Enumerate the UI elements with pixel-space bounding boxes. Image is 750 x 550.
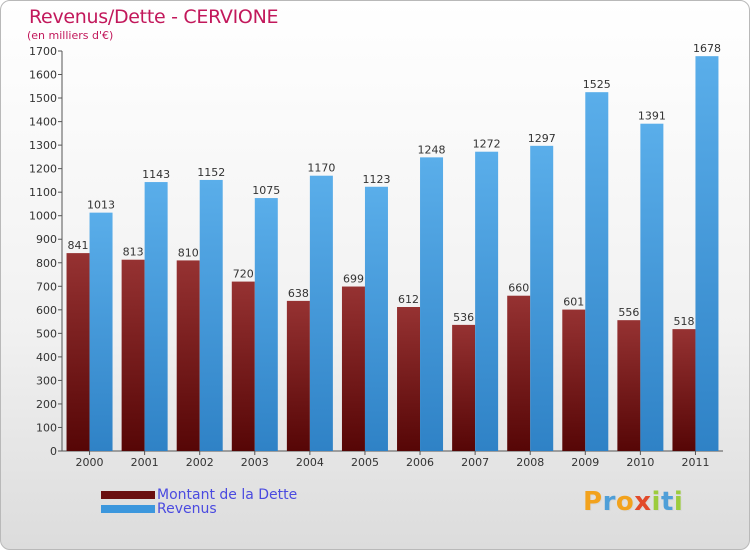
legend-label-revenus: Revenus [157, 501, 217, 517]
y-tick-label: 1100 [29, 186, 57, 199]
bar-dette [231, 281, 255, 451]
bar-revenus [585, 92, 609, 452]
bar-dette [397, 307, 421, 451]
y-tick-label: 1300 [29, 139, 57, 152]
y-tick-label: 500 [36, 327, 57, 340]
bar-value-label: 810 [178, 246, 199, 259]
logo-letter: t [660, 487, 674, 517]
bar-revenus [89, 212, 113, 451]
bar-value-label: 601 [563, 296, 584, 309]
bar-revenus [309, 175, 333, 452]
y-tick-label: 700 [36, 280, 57, 293]
y-tick-label: 800 [36, 257, 57, 270]
y-tick-label: 1700 [29, 45, 57, 58]
bar-value-label: 638 [288, 287, 309, 300]
bar-revenus [475, 151, 499, 452]
x-tick-label: 2004 [296, 456, 324, 469]
x-tick-label: 2003 [241, 456, 269, 469]
y-tick-label: 900 [36, 233, 57, 246]
legend-swatch-revenus [101, 505, 155, 513]
bar-dette [176, 260, 200, 451]
bar-revenus [199, 179, 223, 452]
bar-value-label: 720 [233, 268, 254, 281]
logo-letter: i [651, 487, 661, 517]
bar-value-label: 1152 [197, 166, 225, 179]
logo-letter: r [602, 487, 616, 517]
bar-value-label: 1123 [362, 173, 390, 186]
bar-revenus [144, 182, 168, 451]
y-tick-label: 600 [36, 304, 57, 317]
y-tick-label: 0 [50, 445, 57, 458]
y-tick-label: 1000 [29, 210, 57, 223]
y-tick-label: 1600 [29, 69, 57, 82]
x-tick-label: 2000 [76, 456, 104, 469]
chart-title: Revenus/Dette - CERVIONE [29, 6, 279, 28]
bar-value-label: 1143 [142, 168, 170, 181]
chart-subtitle: (en milliers d'€) [27, 29, 114, 42]
bar-value-label: 556 [618, 306, 639, 319]
bar-value-label: 612 [398, 293, 419, 306]
x-tick-label: 2009 [571, 456, 599, 469]
bar-revenus [364, 186, 388, 451]
y-tick-label: 200 [36, 398, 57, 411]
x-tick-label: 2006 [406, 456, 434, 469]
bar-value-label: 813 [123, 246, 144, 259]
bar-dette [121, 259, 145, 451]
x-tick-label: 2010 [626, 456, 654, 469]
bar-revenus [254, 198, 278, 451]
bar-value-label: 1075 [252, 184, 280, 197]
x-tick-label: 2011 [681, 456, 709, 469]
legend-swatch-dette [101, 491, 155, 499]
bar-dette [341, 286, 365, 451]
bar-value-label: 1391 [638, 110, 666, 123]
legend-item-dette: Montant de la Dette [101, 487, 421, 503]
legend-label-dette: Montant de la Dette [157, 487, 298, 503]
bar-revenus [530, 145, 554, 451]
bar-value-label: 1678 [693, 42, 721, 55]
logo-letter: P [583, 487, 603, 517]
bar-dette [617, 320, 641, 451]
bar-value-label: 1248 [418, 143, 446, 156]
x-tick-label: 2005 [351, 456, 379, 469]
bar-dette [66, 253, 90, 451]
bar-value-label: 1013 [87, 199, 115, 212]
logo-letter: o [615, 487, 635, 517]
x-tick-label: 2007 [461, 456, 489, 469]
bar-revenus [420, 157, 444, 451]
x-tick-label: 2008 [516, 456, 544, 469]
y-tick-label: 300 [36, 374, 57, 387]
bar-dette [286, 300, 310, 451]
bar-dette [672, 329, 696, 451]
bar-value-label: 699 [343, 273, 364, 286]
x-tick-label: 2002 [186, 456, 214, 469]
bar-dette [507, 295, 531, 451]
bar-value-label: 660 [508, 282, 529, 295]
bar-value-label: 536 [453, 311, 474, 324]
y-tick-label: 1200 [29, 163, 57, 176]
bar-revenus [695, 56, 719, 451]
bar-revenus [640, 123, 664, 452]
bar-dette [452, 324, 476, 451]
bar-dette [562, 309, 586, 451]
legend-item-revenus: Revenus [101, 501, 421, 517]
bar-value-label: 1170 [307, 162, 335, 175]
logo-letter: x [634, 487, 652, 517]
bar-value-label: 1525 [583, 78, 611, 91]
bar-value-label: 518 [673, 315, 694, 328]
bar-value-label: 1272 [473, 138, 501, 151]
y-tick-label: 1400 [29, 116, 57, 129]
logo-letter: i [673, 487, 684, 517]
y-tick-label: 400 [36, 351, 57, 364]
y-tick-label: 1500 [29, 92, 57, 105]
bar-value-label: 1297 [528, 132, 556, 145]
bar-value-label: 841 [68, 239, 89, 252]
y-tick-label: 100 [36, 421, 57, 434]
x-tick-label: 2001 [131, 456, 159, 469]
proxiti-logo: Proxiti [583, 487, 683, 517]
